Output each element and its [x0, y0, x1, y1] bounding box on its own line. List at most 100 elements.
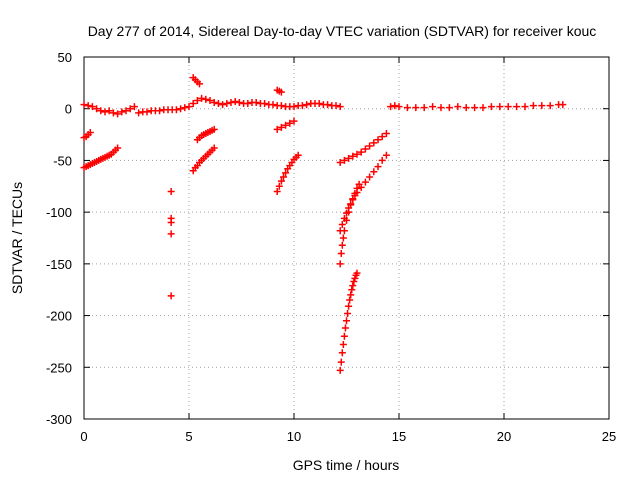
data-point: [282, 169, 290, 177]
data-point: [487, 103, 495, 111]
y-tick-labels: 50 0 -50 -100 -150 -200 -250 -300: [46, 50, 72, 427]
data-point: [339, 341, 347, 349]
data-point: [109, 109, 117, 117]
data-point: [252, 99, 260, 107]
data-point: [177, 105, 185, 113]
data-point: [479, 104, 487, 112]
data-point: [370, 168, 378, 176]
data-point: [336, 103, 344, 111]
data-point: [343, 216, 350, 224]
data-point: [210, 144, 218, 152]
data-point: [105, 107, 113, 115]
series-seg-5h-upper: [189, 74, 203, 88]
data-point: [462, 104, 470, 112]
data-point: [348, 286, 356, 294]
data-point: [275, 182, 283, 190]
data-point: [471, 104, 479, 112]
y-tick-label: -50: [53, 153, 72, 168]
data-point: [114, 110, 122, 118]
data-point: [172, 106, 180, 114]
data-point: [156, 107, 164, 115]
data-point: [420, 104, 428, 112]
data-point: [349, 152, 357, 160]
x-tick-label: 5: [185, 429, 192, 444]
data-point: [339, 234, 347, 242]
data-point: [412, 104, 420, 112]
data-point: [345, 154, 353, 162]
data-point: [546, 102, 554, 110]
data-point: [521, 103, 529, 111]
plot-frame: [83, 56, 610, 420]
series-seg-12h-deep: [336, 269, 361, 374]
data-point: [294, 151, 302, 159]
data-point: [261, 100, 269, 108]
chart-title: Day 277 of 2014, Sidereal Day-to-day VTE…: [88, 23, 597, 39]
data-point: [290, 103, 298, 111]
data-point: [351, 274, 359, 282]
x-tick-labels: 0 5 10 15 20 25: [80, 429, 616, 444]
data-point: [429, 103, 437, 111]
data-point: [513, 103, 521, 111]
y-tick-label: -300: [46, 412, 72, 427]
data-point: [227, 99, 235, 107]
data-point: [277, 102, 285, 110]
data-point: [374, 163, 382, 171]
data-point: [277, 88, 285, 96]
data-point: [559, 101, 567, 109]
data-point: [219, 101, 227, 109]
data-point: [395, 103, 403, 111]
data-point: [387, 103, 395, 111]
data-point: [332, 102, 340, 110]
data-point: [374, 136, 382, 144]
data-point: [378, 156, 386, 164]
series-seg-early-lower: [80, 144, 122, 172]
data-point: [286, 119, 294, 127]
data-point: [193, 96, 201, 104]
data-point: [282, 121, 290, 129]
data-point: [347, 201, 355, 209]
data-point: [353, 269, 361, 277]
data-point: [437, 104, 445, 112]
data-point: [338, 221, 346, 229]
data-point: [189, 100, 197, 108]
data-point: [350, 277, 358, 285]
data-point: [340, 227, 348, 235]
data-point: [445, 104, 453, 112]
data-point: [338, 349, 346, 357]
data-point: [336, 260, 344, 268]
data-point: [210, 125, 218, 133]
data-point: [343, 317, 350, 325]
data-point: [93, 105, 101, 113]
data-point: [231, 97, 239, 105]
data-point: [337, 358, 345, 366]
series-seg-9h-upper: [273, 86, 285, 96]
x-tick-label: 20: [497, 429, 511, 444]
data-point: [185, 103, 193, 111]
data-point: [235, 99, 243, 107]
data-point: [336, 158, 344, 166]
data-point: [454, 103, 462, 111]
data-point: [345, 208, 353, 216]
data-point: [88, 103, 96, 111]
data-point: [135, 109, 143, 117]
data-point: [143, 108, 151, 116]
data-point: [80, 101, 88, 109]
x-axis-label: GPS time / hours: [293, 457, 400, 473]
data-point: [349, 282, 357, 290]
x-tick-label: 0: [80, 429, 87, 444]
data-point: [382, 151, 390, 159]
data-point: [290, 117, 298, 125]
data-point: [298, 102, 306, 110]
data-point: [269, 101, 277, 109]
data-points: [80, 74, 567, 374]
series-seg-baseline-early: [80, 101, 189, 118]
series-seg-12h-steep: [336, 151, 390, 235]
data-point: [336, 366, 344, 374]
data-point: [504, 103, 512, 111]
data-point: [529, 102, 537, 110]
data-point: [357, 148, 365, 156]
series-seg-early-short: [80, 129, 94, 142]
data-point: [223, 100, 231, 108]
data-point: [355, 180, 363, 188]
data-point: [353, 184, 361, 192]
